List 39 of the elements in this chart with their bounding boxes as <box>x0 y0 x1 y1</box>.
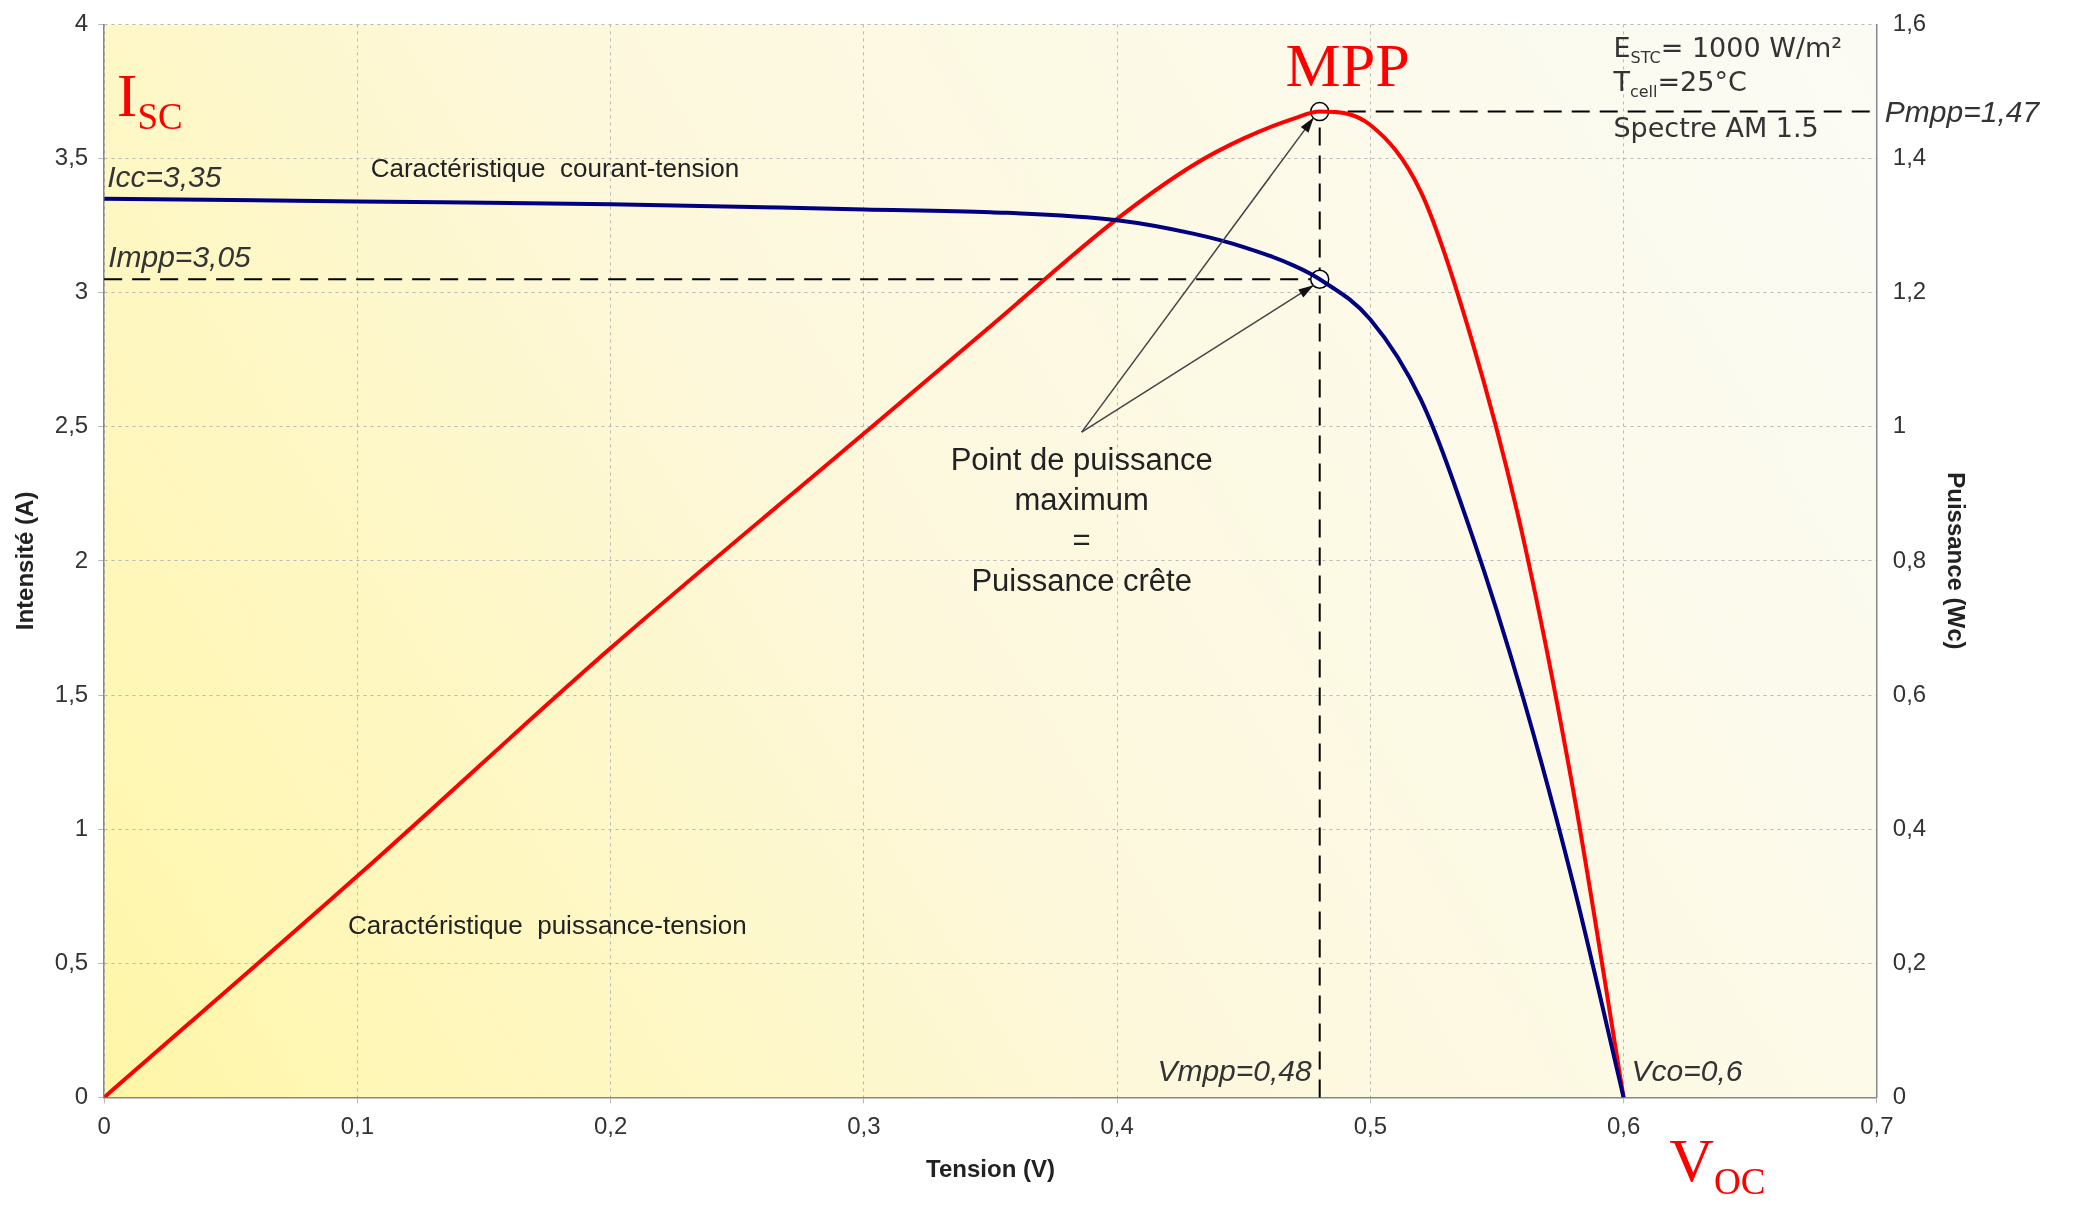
x-axis-title: Tension (V) <box>926 1155 1055 1183</box>
annotation: Caractéristique courant-tension <box>370 153 740 184</box>
y2-axis-title: Puissance (Wc) <box>1942 472 1970 650</box>
y-tick-label: 2,5 <box>54 411 89 439</box>
y-tick-label: 0 <box>74 1082 89 1110</box>
y-tick-label: 3,5 <box>54 143 89 171</box>
y-tick-label: 3 <box>74 277 89 305</box>
y-tick-label: 1 <box>74 813 89 841</box>
x-tick-label: 0 <box>97 1112 111 1140</box>
y2-tick-label: 0,2 <box>1892 947 1927 975</box>
y-tick-label: 2 <box>74 545 89 573</box>
annotation: Caractéristique puissance-tension <box>347 909 747 940</box>
x-tick-label: 0,6 <box>1606 1112 1641 1140</box>
annotation: MPP <box>1285 31 1410 100</box>
y2-tick-label: 0 <box>1892 1082 1907 1110</box>
y2-tick-label: 1 <box>1892 411 1907 439</box>
y2-tick-label: 0,6 <box>1892 679 1927 707</box>
y2-tick-label: 0,8 <box>1892 545 1927 573</box>
x-tick-label: 0,3 <box>847 1112 881 1140</box>
y2-tick-label: 0,4 <box>1892 813 1927 841</box>
annotation: Vco=0,6 <box>1631 1054 1743 1088</box>
y2-tick-label: 1,2 <box>1892 277 1927 305</box>
y2-tick-label: 1,4 <box>1892 143 1927 171</box>
x-tick-label: 0,1 <box>340 1112 375 1140</box>
ref-line-label: Vmpp=0,48 <box>1157 1054 1313 1088</box>
ref-line-label: Impp=3,05 <box>108 240 252 274</box>
y2-tick-label: 1,6 <box>1892 9 1927 37</box>
y-tick-label: 0,5 <box>54 947 89 975</box>
annotation: Spectre AM 1.5 <box>1613 112 1819 144</box>
y-tick-label: 4 <box>74 9 89 37</box>
x-tick-label: 0,4 <box>1100 1112 1134 1140</box>
x-tick-label: 0,2 <box>593 1112 628 1140</box>
annotation: Icc=3,35 <box>107 159 222 193</box>
x-tick-label: 0,5 <box>1353 1112 1388 1140</box>
y-axis-title: Intensité (A) <box>11 491 39 631</box>
annotation: Point de puissance maximum = Puissance crête <box>950 441 1213 598</box>
ref-line-label: Pmpp=1,47 <box>1884 94 2041 128</box>
y-tick-label: 1,5 <box>54 679 89 707</box>
x-tick-label: 0,7 <box>1860 1112 1894 1140</box>
